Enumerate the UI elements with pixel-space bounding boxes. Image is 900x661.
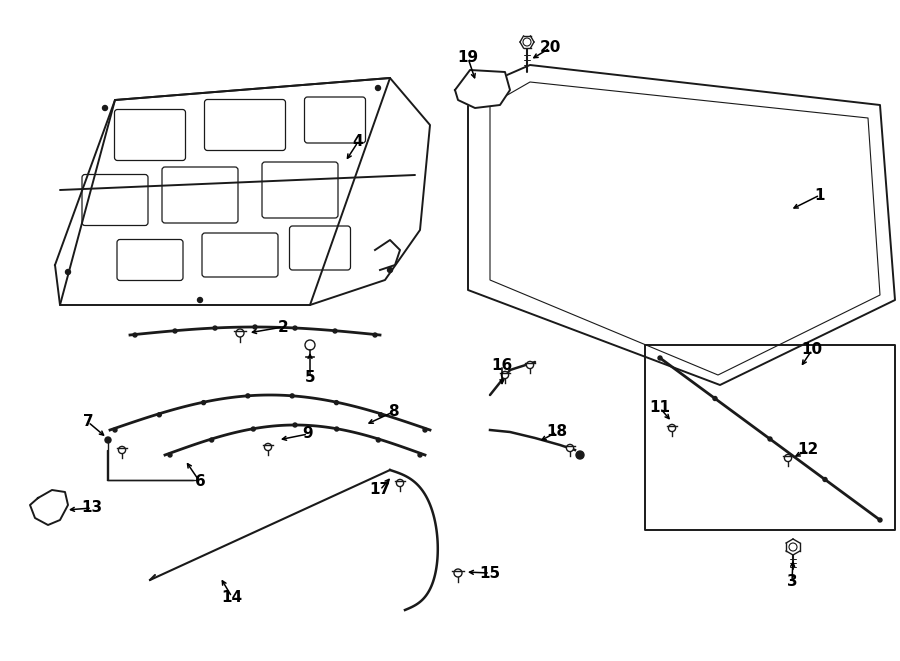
- Circle shape: [265, 444, 272, 451]
- Text: 20: 20: [539, 40, 561, 56]
- Circle shape: [373, 333, 377, 337]
- Circle shape: [501, 371, 508, 379]
- Circle shape: [293, 326, 297, 330]
- Circle shape: [566, 444, 573, 451]
- Circle shape: [197, 297, 202, 303]
- Circle shape: [158, 413, 161, 417]
- Circle shape: [213, 326, 217, 330]
- Circle shape: [669, 424, 676, 432]
- Circle shape: [418, 453, 422, 457]
- Circle shape: [66, 270, 70, 274]
- Circle shape: [246, 394, 250, 398]
- Circle shape: [335, 427, 338, 431]
- Circle shape: [335, 401, 338, 405]
- Circle shape: [454, 569, 462, 577]
- Text: 11: 11: [650, 401, 670, 416]
- Circle shape: [376, 438, 381, 442]
- Circle shape: [658, 356, 662, 360]
- Circle shape: [379, 413, 382, 417]
- Circle shape: [878, 518, 882, 522]
- Polygon shape: [645, 345, 895, 530]
- Circle shape: [103, 106, 107, 110]
- Text: 3: 3: [787, 574, 797, 590]
- Circle shape: [113, 428, 117, 432]
- Text: 18: 18: [546, 424, 568, 440]
- Text: 14: 14: [221, 590, 243, 605]
- Text: 17: 17: [369, 483, 391, 498]
- Text: 15: 15: [480, 566, 500, 580]
- Circle shape: [523, 38, 531, 46]
- Text: 4: 4: [353, 134, 364, 149]
- Circle shape: [133, 333, 137, 337]
- Circle shape: [210, 438, 213, 442]
- Circle shape: [236, 329, 244, 337]
- Text: 16: 16: [491, 358, 513, 373]
- Text: 10: 10: [801, 342, 823, 358]
- Circle shape: [333, 329, 337, 333]
- Circle shape: [253, 325, 257, 329]
- Text: 8: 8: [388, 405, 399, 420]
- Circle shape: [576, 451, 584, 459]
- Circle shape: [375, 85, 381, 91]
- Text: 7: 7: [83, 414, 94, 430]
- Text: 1: 1: [814, 188, 825, 202]
- Circle shape: [388, 268, 392, 272]
- Text: 12: 12: [797, 442, 819, 457]
- Circle shape: [489, 77, 495, 83]
- Text: 2: 2: [277, 319, 288, 334]
- Text: 13: 13: [81, 500, 103, 516]
- Text: 9: 9: [302, 426, 313, 442]
- Circle shape: [768, 437, 772, 441]
- Text: 19: 19: [457, 50, 479, 65]
- Circle shape: [396, 479, 403, 486]
- Circle shape: [713, 397, 717, 401]
- Circle shape: [467, 79, 473, 85]
- Circle shape: [293, 423, 297, 427]
- Circle shape: [105, 437, 111, 443]
- Text: 5: 5: [305, 371, 315, 385]
- Circle shape: [290, 394, 294, 398]
- Circle shape: [305, 340, 315, 350]
- Circle shape: [495, 94, 501, 100]
- Circle shape: [173, 329, 177, 333]
- Polygon shape: [455, 70, 510, 108]
- Circle shape: [202, 401, 205, 405]
- Circle shape: [785, 454, 792, 461]
- Circle shape: [789, 543, 797, 551]
- Polygon shape: [30, 490, 68, 525]
- Circle shape: [423, 428, 427, 432]
- Polygon shape: [468, 65, 895, 385]
- Circle shape: [168, 453, 172, 457]
- Text: 6: 6: [194, 475, 205, 490]
- Circle shape: [251, 427, 256, 431]
- Circle shape: [823, 477, 827, 481]
- Circle shape: [526, 362, 534, 369]
- Circle shape: [119, 446, 126, 453]
